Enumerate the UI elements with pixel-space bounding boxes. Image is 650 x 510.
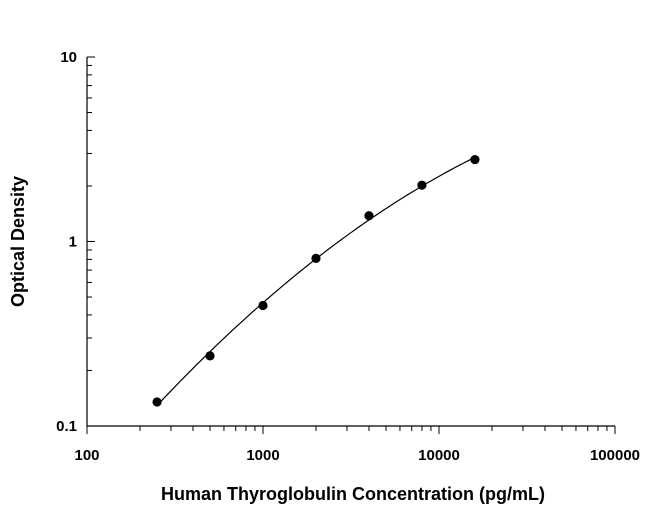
y-axis-title: Optical Density (8, 176, 28, 307)
data-point (364, 211, 374, 221)
y-tick-label: 10 (60, 49, 77, 66)
y-tick-label: 1 (69, 234, 77, 251)
x-tick-label: 10000 (418, 447, 460, 464)
y-tick-label: 0.1 (56, 418, 77, 435)
fit-curve (156, 156, 476, 406)
x-axis-title: Human Thyroglobulin Concentration (pg/mL… (161, 484, 545, 504)
data-point (205, 351, 215, 361)
x-tick-label: 100 (74, 447, 99, 464)
data-point (311, 253, 321, 263)
x-tick-label: 100000 (590, 447, 640, 464)
data-point (258, 300, 268, 311)
data-point (152, 397, 162, 407)
x-tick-label: 1000 (246, 447, 279, 464)
tick-labels: 100 1000 10000 100000 0.1 1 10 (56, 49, 640, 464)
data-points (152, 154, 480, 407)
tick-marks (86, 56, 616, 434)
data-point (470, 154, 480, 165)
data-point (417, 180, 427, 190)
axes (86, 57, 615, 427)
